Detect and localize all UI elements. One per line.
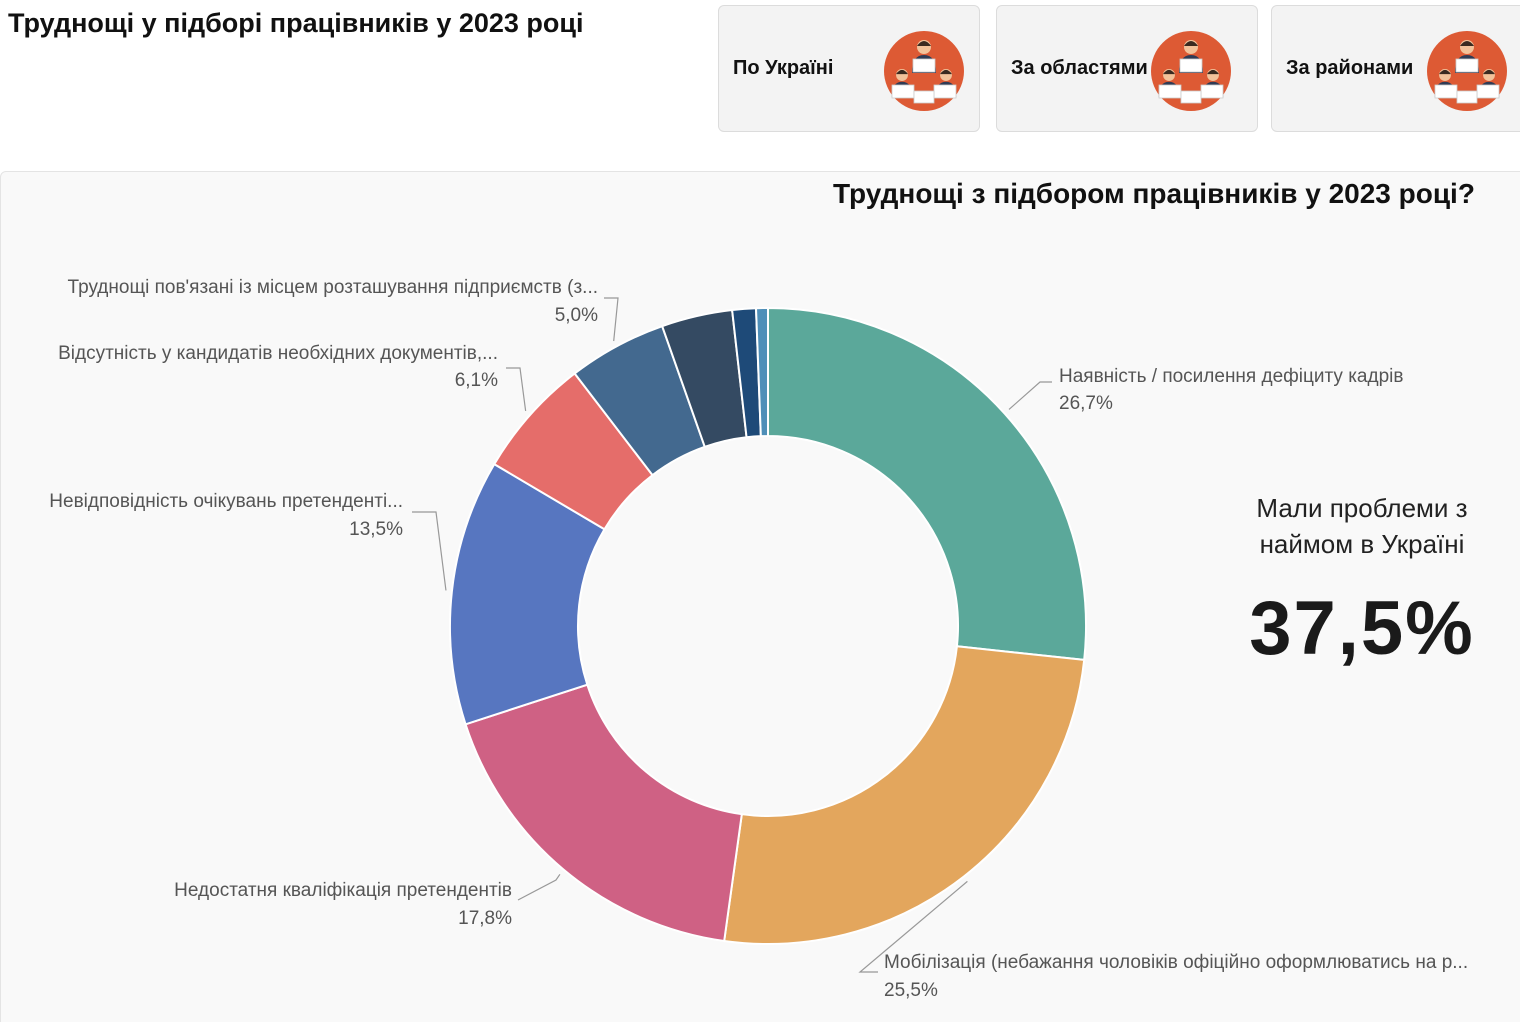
kpi-label: Мали проблеми з наймом в Україні [1256,493,1468,559]
slice-value-label: 13,5% [349,519,403,540]
slice-leader-line [1008,381,1052,410]
people-meeting-icon [1151,31,1231,111]
slice-label: Відсутність у кандидатів необхідних доку… [58,343,498,364]
slice-value-label: 6,1% [455,370,498,391]
slice-label: Наявність / посилення дефіциту кадрів [1059,366,1403,387]
slice-label: Труднощі пов'язані із місцем розташуванн… [68,277,598,298]
slice-leader-line [412,511,447,591]
donut-slice[interactable] [464,683,743,943]
nav-card-regions-label: За областями [1011,57,1148,79]
donut-slice[interactable] [723,645,1086,946]
slice-leader-line [604,297,619,342]
nav-card-regions[interactable]: За областями [996,5,1258,132]
kpi-value: 37,5% [1249,586,1475,671]
slice-leader-line [517,874,561,901]
people-meeting-icon [884,31,964,111]
people-meeting-icon [1427,31,1507,111]
chart-title: Труднощі з підбором працівників у 2023 р… [833,178,1475,209]
slice-label: Мобілізація (небажання чоловіків офіційн… [884,952,1468,973]
slice-value-label: 5,0% [555,305,598,326]
slice-label: Недостатня кваліфікація претендентів [174,880,512,901]
slice-leader-line [506,367,527,412]
slice-label: Невідповідність очікувань претенденті... [49,491,403,512]
nav-card-districts[interactable]: За районами [1271,5,1520,132]
nav-card-districts-label: За районами [1286,57,1414,79]
page-title: Труднощі у підборі працівників у 2023 ро… [8,8,584,38]
slice-value-label: 25,5% [884,980,938,1001]
slice-value-label: 26,7% [1059,393,1113,414]
slice-value-label: 17,8% [458,908,512,929]
nav-card-ukraine[interactable]: По Україні [718,5,980,132]
donut-slice[interactable] [754,306,769,438]
nav-card-ukraine-label: По Україні [733,57,834,79]
donut-slice[interactable] [767,306,1087,662]
slice-leader-line [858,880,968,973]
